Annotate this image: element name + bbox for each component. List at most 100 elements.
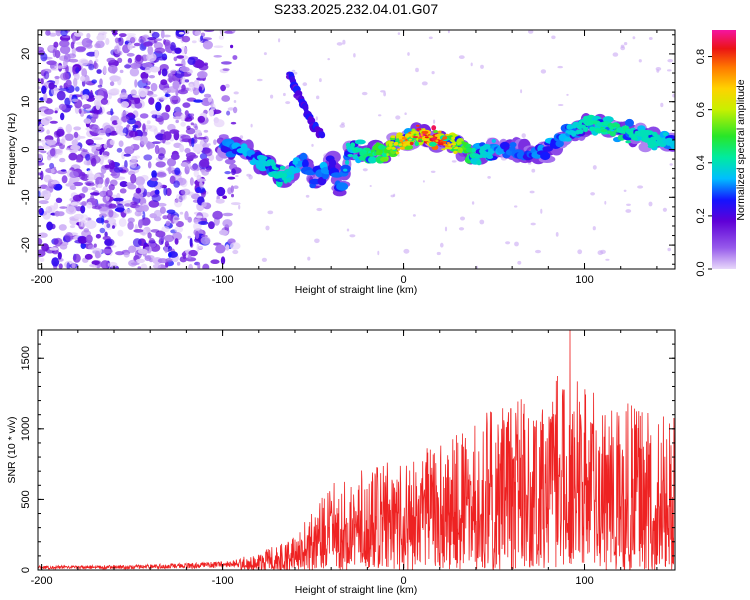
noise-blob	[174, 238, 179, 245]
noise-blob	[40, 170, 44, 181]
noise-blob	[156, 172, 167, 178]
noise-blob	[59, 85, 63, 89]
noise-blob	[150, 229, 160, 233]
noise-blob	[103, 124, 114, 134]
noise-blob	[155, 101, 162, 112]
noise-blob	[54, 210, 60, 217]
signal-blob	[645, 137, 651, 142]
y-tick-label: 1500	[20, 346, 32, 370]
noise-blob	[590, 192, 595, 196]
noise-blob	[623, 42, 628, 46]
noise-blob	[444, 226, 448, 232]
noise-blob	[38, 237, 43, 246]
noise-blob	[147, 161, 152, 169]
noise-blob	[93, 143, 102, 150]
noise-blob	[160, 129, 165, 133]
noise-blob	[248, 174, 253, 180]
noise-blob	[100, 260, 110, 269]
noise-blob	[54, 107, 60, 112]
signal-blob	[482, 154, 487, 158]
noise-blob	[129, 37, 136, 44]
noise-blob	[530, 222, 536, 226]
signal-blob	[632, 136, 638, 141]
noise-blob	[69, 185, 77, 190]
noise-blob	[183, 117, 193, 122]
noise-blob	[99, 78, 103, 87]
noise-blob	[222, 68, 230, 71]
noise-blob	[180, 162, 189, 167]
noise-blob	[592, 226, 596, 231]
noise-blob	[175, 119, 179, 124]
noise-blob	[77, 136, 86, 139]
noise-blob	[134, 79, 138, 88]
noise-blob	[197, 71, 208, 79]
noise-blob	[56, 128, 65, 137]
signal-blob	[414, 141, 419, 147]
noise-blob	[192, 143, 203, 153]
noise-blob	[141, 131, 148, 137]
noise-blob	[210, 259, 220, 265]
noise-blob	[314, 238, 320, 244]
noise-blob	[40, 52, 48, 62]
signal-blob	[564, 137, 572, 142]
noise-blob	[353, 53, 356, 58]
noise-blob	[383, 91, 386, 97]
noise-blob	[155, 117, 164, 122]
signal-blob	[273, 167, 280, 171]
signal-blob	[345, 160, 350, 165]
noise-blob	[177, 89, 188, 95]
noise-blob	[227, 176, 236, 180]
y-tick-label: 500	[20, 490, 32, 508]
noise-blob	[123, 252, 130, 258]
noise-blob	[180, 76, 186, 84]
noise-blob	[327, 58, 331, 61]
noise-blob	[213, 45, 224, 48]
noise-blob	[172, 80, 180, 90]
noise-blob	[163, 34, 171, 38]
noise-blob	[91, 187, 96, 191]
noise-blob	[148, 240, 156, 244]
noise-blob	[159, 96, 168, 101]
noise-blob	[620, 44, 625, 48]
noise-blob	[186, 125, 191, 130]
noise-blob	[99, 206, 110, 215]
noise-blob	[204, 148, 213, 157]
noise-blob	[197, 261, 201, 269]
noise-blob	[213, 139, 217, 145]
noise-blob	[72, 181, 84, 187]
noise-blob	[170, 153, 180, 160]
noise-blob	[107, 64, 118, 74]
signal-blob	[416, 128, 422, 131]
noise-blob	[135, 187, 142, 194]
noise-blob	[191, 137, 195, 148]
signal-blob	[413, 136, 419, 138]
noise-blob	[124, 64, 131, 69]
signal-blob	[432, 136, 436, 139]
signal-blob	[455, 146, 459, 149]
noise-blob	[184, 79, 190, 83]
noise-blob	[90, 192, 100, 196]
noise-blob	[201, 201, 207, 208]
noise-blob	[113, 166, 124, 173]
noise-blob	[123, 208, 132, 214]
chart-title: S233.2025.232.04.01.G07	[274, 1, 438, 17]
noise-blob	[59, 157, 66, 163]
noise-blob	[119, 181, 128, 188]
noise-blob	[93, 243, 97, 248]
noise-blob	[84, 253, 93, 260]
signal-blob	[453, 150, 458, 154]
noise-blob	[189, 177, 194, 186]
noise-blob	[165, 104, 171, 113]
signal-blob	[442, 136, 448, 140]
noise-blob	[577, 249, 583, 255]
noise-blob	[116, 203, 125, 213]
noise-blob	[77, 236, 88, 244]
noise-blob	[233, 185, 239, 189]
noise-blob	[238, 204, 241, 210]
noise-blob	[52, 48, 57, 58]
signal-blob	[283, 178, 288, 184]
noise-blob	[83, 228, 90, 233]
noise-blob	[225, 244, 230, 251]
signal-blob	[404, 139, 409, 142]
noise-blob	[130, 201, 138, 205]
